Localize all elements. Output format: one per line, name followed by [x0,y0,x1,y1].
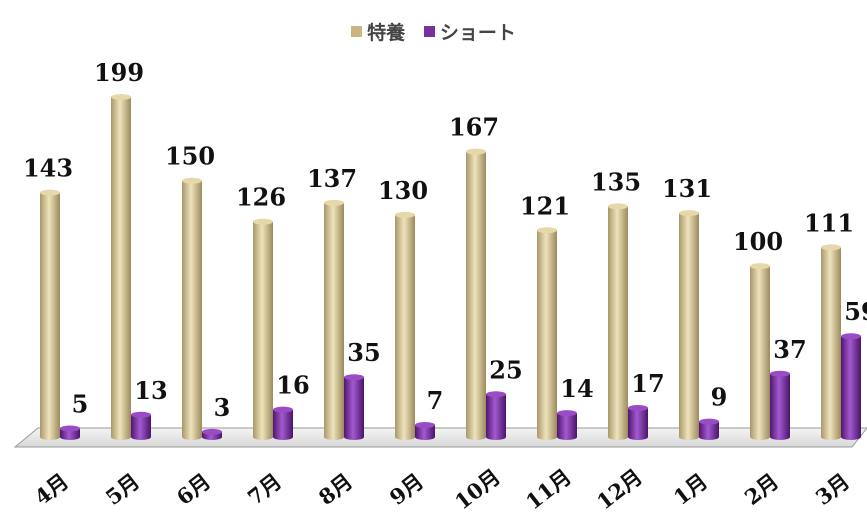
x-tick-label-4: 7月 [243,468,286,510]
value-label-tokuyou-3: 150 [165,142,215,171]
bar-tokuyou-12 [821,244,841,440]
bar-short-3 [202,428,222,440]
bar-short-2 [131,411,151,440]
value-label-tokuyou-9: 135 [591,167,641,196]
bar-tokuyou-2 [111,94,131,440]
value-label-tokuyou-2: 199 [94,58,144,87]
legend-item-tokuyou: 特養 [351,18,405,45]
value-label-tokuyou-1: 143 [23,154,73,183]
value-label-short-2: 13 [134,376,167,405]
value-label-short-9: 17 [631,369,664,398]
legend-label-tokuyou: 特養 [367,22,406,44]
x-tick-label-1: 4月 [30,468,73,510]
value-label-tokuyou-8: 121 [520,191,570,220]
x-tick-label-7: 10月 [450,464,505,515]
bar-short-8 [557,410,577,440]
value-label-short-8: 14 [560,374,593,403]
x-tick-label-10: 1月 [669,468,712,510]
value-label-tokuyou-10: 131 [662,174,712,203]
bar-tokuyou-9 [608,203,628,440]
bar-tokuyou-6 [395,211,415,440]
x-tick-label-6: 9月 [385,468,428,510]
bar-short-12 [841,333,861,440]
legend-item-short: ショート [423,18,516,45]
value-label-short-5: 35 [347,338,380,367]
value-label-tokuyou-5: 137 [307,164,357,193]
x-tick-label-5: 8月 [314,468,357,510]
value-label-short-3: 3 [214,393,231,422]
value-label-tokuyou-6: 130 [378,176,428,205]
x-tick-label-3: 6月 [172,468,215,510]
x-tick-label-2: 5月 [101,468,144,510]
x-tick-label-12: 3月 [811,468,854,510]
bar-tokuyou-11 [750,263,770,440]
legend: 特養 ショート [0,18,867,45]
bar-short-7 [486,391,506,440]
x-tick-label-8: 11月 [521,464,576,515]
value-label-tokuyou-11: 100 [733,227,783,256]
bar-short-5 [344,374,364,440]
bar-short-1 [60,425,80,440]
legend-swatch-tokuyou [351,26,363,37]
bar-short-9 [628,404,648,440]
legend-label-short: ショート [439,22,516,44]
chart-floor [13,427,867,448]
bar-short-4 [273,406,293,440]
bar-tokuyou-3 [182,177,202,440]
value-label-tokuyou-12: 111 [804,208,854,237]
bar-short-6 [415,422,435,440]
bar-tokuyou-8 [537,227,557,440]
value-label-short-4: 16 [276,371,309,400]
value-label-tokuyou-7: 167 [449,113,499,142]
value-label-short-7: 25 [489,355,522,384]
bar-tokuyou-10 [679,210,699,440]
bar-tokuyou-4 [253,218,273,440]
bar-short-10 [699,418,719,440]
x-tick-label-9: 12月 [592,464,647,515]
bar-tokuyou-1 [40,189,60,440]
value-label-short-6: 7 [427,386,444,415]
value-label-short-11: 37 [773,335,806,364]
value-label-short-10: 9 [711,383,728,412]
bar-tokuyou-5 [324,199,344,440]
x-tick-label-11: 2月 [740,468,783,510]
bar-short-11 [770,370,790,440]
value-label-short-1: 5 [72,389,89,418]
bar-tokuyou-7 [466,148,486,440]
value-label-short-12: 59 [844,297,867,326]
value-label-tokuyou-4: 126 [236,183,286,212]
legend-swatch-short [423,26,435,37]
